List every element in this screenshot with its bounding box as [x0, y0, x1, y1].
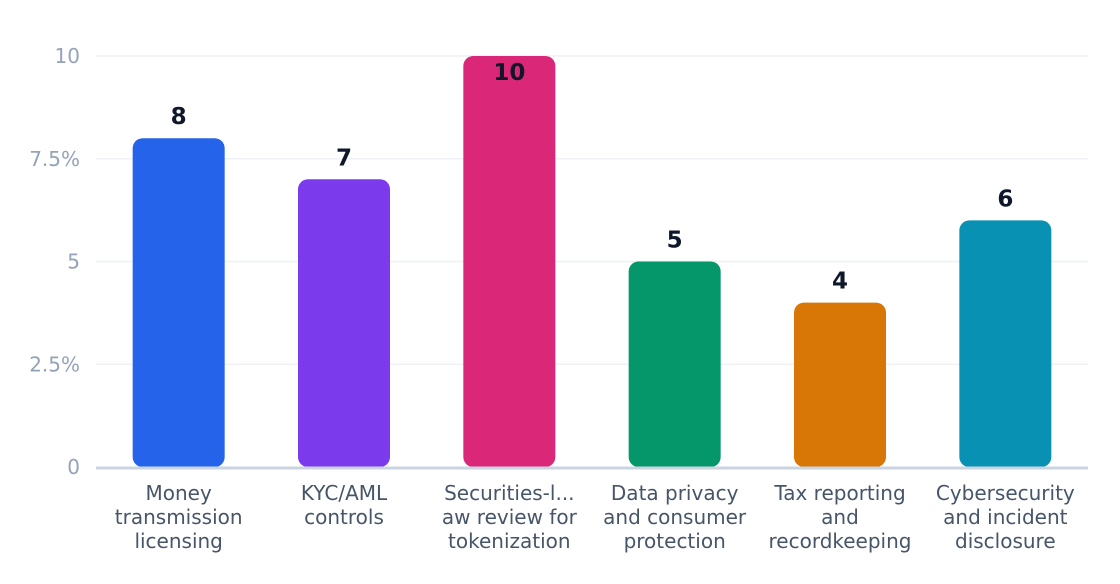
bar: [959, 220, 1052, 467]
bar: [132, 138, 225, 467]
data-label: 6: [997, 186, 1013, 212]
x-tick-label-line: protection: [624, 529, 726, 553]
data-label: 5: [667, 228, 683, 254]
y-axis-ticks: 0 2.5% 5 7.5% 10: [29, 44, 80, 479]
x-tick-label-line: and: [821, 505, 859, 529]
y-tick-label: 2.5%: [29, 352, 80, 376]
x-axis-labels: Money transmission licensing KYC/AML control…: [115, 481, 1075, 553]
y-tick-label: 0: [67, 455, 80, 479]
y-tick-label: 10: [55, 44, 80, 68]
x-tick-label-line: Money: [146, 481, 212, 505]
x-tick-label-line: recordkeeping: [769, 529, 912, 553]
x-tick-label: Money transmission licensing: [115, 481, 243, 553]
x-tick-label-line: transmission: [115, 505, 243, 529]
x-tick-label: Data privacy and consumer protection: [603, 481, 747, 553]
x-tick-label-line: Tax reporting: [773, 481, 905, 505]
data-label: 10: [493, 60, 525, 86]
x-tick-label: Cybersecurity and incident disclosure: [936, 481, 1075, 553]
x-tick-label-line: Cybersecurity: [936, 481, 1075, 505]
data-label: 7: [336, 145, 352, 171]
x-tick-label: Tax reporting and recordkeeping: [769, 481, 912, 553]
x-tick-label-line: tokenization: [448, 529, 571, 553]
bar: [298, 179, 390, 468]
bar: [628, 261, 721, 467]
x-tick-label-line: controls: [304, 505, 384, 529]
gridlines: [96, 55, 1088, 365]
data-labels: 8 7 10 5 4 6: [171, 60, 1014, 295]
x-tick-label-line: Data privacy: [611, 481, 739, 505]
x-tick-label: KYC/AML controls: [301, 481, 388, 529]
y-tick-label: 5: [67, 250, 80, 274]
x-tick-label: Securities-l... aw review for tokenization: [442, 481, 578, 553]
data-label: 4: [832, 269, 848, 295]
x-tick-label-line: and consumer: [603, 505, 747, 529]
x-tick-label-line: licensing: [134, 529, 222, 553]
x-tick-label-line: Securities-l...: [444, 481, 574, 505]
bar: [794, 302, 886, 467]
data-label: 8: [171, 104, 187, 130]
x-tick-label-line: KYC/AML: [301, 481, 388, 505]
bar: [463, 56, 556, 467]
x-tick-label-line: aw review for: [442, 505, 578, 529]
x-tick-label-line: and incident: [943, 505, 1067, 529]
y-tick-label: 7.5%: [29, 147, 80, 171]
bars: [132, 56, 1052, 468]
x-tick-label-line: disclosure: [955, 529, 1056, 553]
